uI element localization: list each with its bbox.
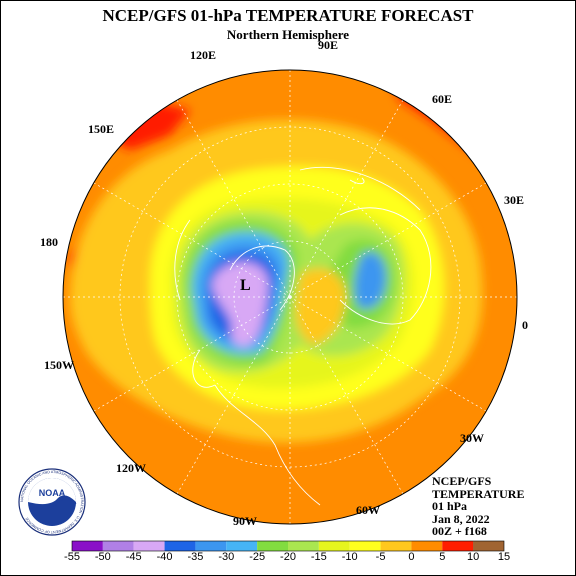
info-date: Jan 8, 2022 [432,511,490,526]
lon-label-180: 180 [40,235,58,249]
info-variable: TEMPERATURE [432,486,525,501]
colorbar-label: -30 [218,551,235,563]
lon-label-60e: 60E [432,92,453,106]
lon-label-150e: 150E [88,122,115,136]
info-model: NCEP/GFS [432,474,492,488]
band-minus35-to-minus30-east [354,251,387,309]
coastlines [174,166,432,506]
low-pressure-marker: L [240,277,251,294]
colorbar-label: 15 [497,551,511,563]
map-title: NCEP/GFS 01-hPa TEMPERATURE FORECAST [102,6,474,25]
colorbar-label: -5 [375,551,386,563]
noaa-logo: NOAA NATIONAL OCEANIC AND ATMOSPHERIC AD… [18,468,86,536]
lon-label-30e: 30E [504,193,525,207]
temperature-field [63,70,517,524]
band-minus45-to-minus40 [212,262,269,347]
info-cycle: 00Z + f168 [432,524,487,538]
colorbar-label: -15 [310,551,327,563]
colorbar-label: -10 [341,551,358,563]
lon-label-120w: 120W [116,461,146,475]
noaa-logo-text: NOAA [39,488,66,498]
colorbar-label: 0 [408,551,415,563]
colorbar-label: -40 [156,551,173,563]
lon-label-60w: 60W [356,503,380,517]
colorbar-label: -20 [280,551,296,563]
colorbar-label: 10 [467,551,480,563]
map-subtitle: Northern Hemisphere [226,27,350,42]
graticule [63,70,517,524]
colorbar-label: -45 [125,551,142,563]
band-minus5-to-0-core [295,268,346,345]
colorbar-label: -55 [64,551,80,563]
lon-label-120e: 120E [190,48,217,62]
colorbar-label: 5 [439,551,446,563]
lon-label-150w: 150W [44,358,74,372]
band-5-to-10-northwest [110,100,190,150]
forecast-info: NCEP/GFS TEMPERATURE 01 hPa Jan 8, 2022 … [432,475,524,538]
map-boundary [62,69,518,525]
colorbar-label: -50 [94,551,111,563]
lon-label-90e: 90E [318,38,339,52]
info-level: 01 hPa [432,499,468,513]
lon-label-30w: 30W [460,431,484,445]
lon-label-0: 0 [522,318,528,332]
lon-label-90w: 90W [233,514,257,528]
colorbar-label: -25 [249,551,266,563]
colorbar-label: -35 [187,551,204,563]
